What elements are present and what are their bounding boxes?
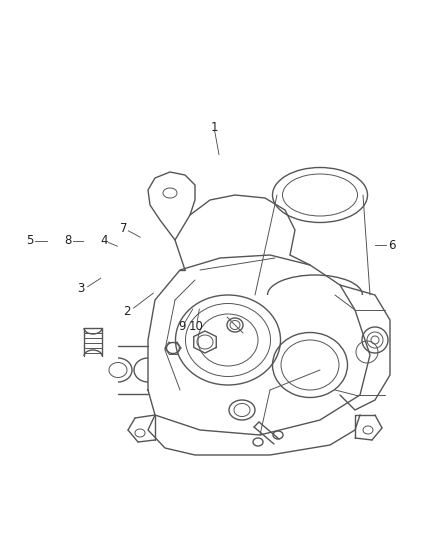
Text: 1: 1 bbox=[211, 122, 219, 134]
Text: 4: 4 bbox=[100, 235, 108, 247]
Text: 9: 9 bbox=[178, 320, 186, 333]
Text: 5: 5 bbox=[26, 235, 33, 247]
Text: 2: 2 bbox=[123, 305, 131, 318]
Text: 6: 6 bbox=[388, 239, 396, 252]
Text: 3: 3 bbox=[78, 282, 85, 295]
Text: 8: 8 bbox=[64, 235, 71, 247]
Text: 7: 7 bbox=[120, 222, 127, 235]
Text: 10: 10 bbox=[189, 320, 204, 333]
